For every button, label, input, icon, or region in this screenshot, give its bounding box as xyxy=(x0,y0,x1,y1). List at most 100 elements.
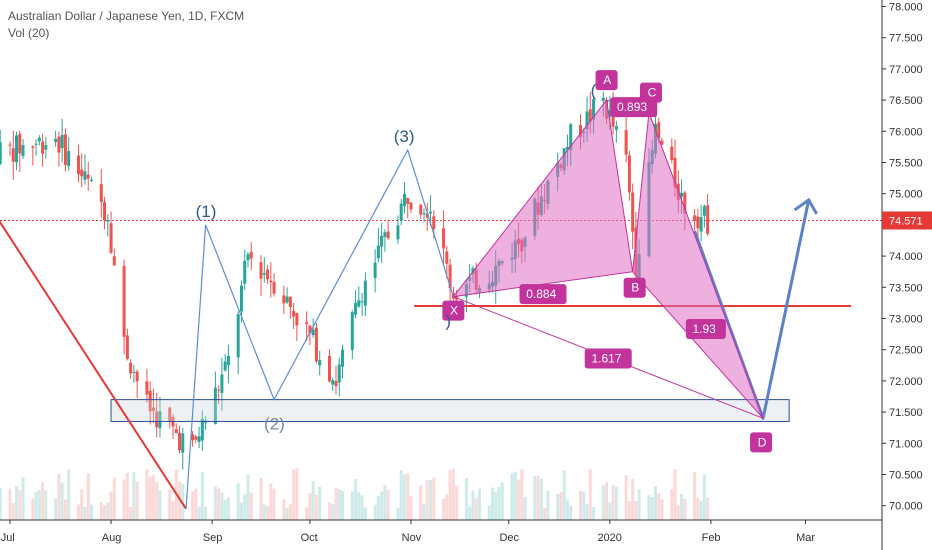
volume-bar xyxy=(239,502,243,520)
candle-body xyxy=(601,97,605,101)
ratio-xab-label: 0.884 xyxy=(526,287,556,301)
volume-bar xyxy=(158,490,162,520)
candle-body xyxy=(174,429,178,434)
volume-indicator-label[interactable]: Vol (20) xyxy=(8,26,50,40)
volume-bar xyxy=(129,506,133,520)
volume-bar xyxy=(386,490,390,520)
point-b-label-box xyxy=(623,277,646,298)
ratio-bcd-label: 1.93 xyxy=(692,322,716,336)
volume-bar xyxy=(354,478,358,520)
candle-body xyxy=(223,361,227,371)
candle-body xyxy=(565,146,569,150)
volume-bar xyxy=(448,470,452,520)
candle-body xyxy=(409,202,413,210)
price-tick-label: 71.500 xyxy=(889,407,923,419)
candle-body xyxy=(44,145,48,150)
volume-bar xyxy=(109,491,113,520)
wave-3-label: (3) xyxy=(394,127,415,146)
candle-body xyxy=(588,109,592,122)
candle-body xyxy=(168,407,172,422)
candle-body xyxy=(151,407,155,411)
volume-bar xyxy=(341,490,345,520)
candle-body xyxy=(380,235,384,247)
volume-bar xyxy=(178,481,182,520)
candle-body xyxy=(217,389,221,391)
volume-bar xyxy=(559,492,563,520)
candle-body xyxy=(158,411,162,429)
volume-bar xyxy=(76,504,80,520)
candle-body xyxy=(445,251,449,264)
volume-bar xyxy=(360,495,364,520)
candle-body xyxy=(86,174,90,179)
candle-body xyxy=(399,203,403,221)
symbol-title[interactable]: Australian Dollar / Japanese Yen, 1D, FX… xyxy=(8,9,245,23)
price-tick-label: 74.000 xyxy=(889,251,923,263)
price-tick-label: 77.500 xyxy=(889,33,923,45)
price-tick-label: 73.000 xyxy=(889,314,923,326)
wave-open-paren-label: ( xyxy=(591,81,597,100)
candle-body xyxy=(194,436,198,440)
candle-body xyxy=(429,211,433,214)
candle-body xyxy=(145,381,149,395)
candle-body xyxy=(425,213,429,218)
volume-bar xyxy=(383,485,387,520)
volume-bar xyxy=(396,507,400,520)
volume-bar xyxy=(243,494,247,520)
volume-bar xyxy=(588,469,592,520)
volume-bar xyxy=(660,499,664,520)
volume-bar xyxy=(106,502,110,520)
candle-body xyxy=(31,146,35,148)
candle-body xyxy=(341,349,345,367)
candle-body xyxy=(178,433,182,451)
volume-bar xyxy=(285,507,289,520)
candle-body xyxy=(83,171,87,180)
volume-bar xyxy=(406,473,410,520)
volume-bar xyxy=(699,500,703,520)
volume-bar xyxy=(451,468,455,520)
wave-1-label: (1) xyxy=(196,202,217,221)
demand-zone[interactable] xyxy=(110,399,790,422)
volume-bar xyxy=(647,495,651,520)
volume-bar xyxy=(145,469,149,520)
candle-body xyxy=(57,136,61,153)
candle-body xyxy=(125,335,129,359)
volume-bar xyxy=(455,485,459,520)
volume-bar xyxy=(419,485,423,520)
candle-body xyxy=(243,260,247,284)
candle-body xyxy=(148,390,152,412)
volume-bar xyxy=(223,499,227,520)
volume-bar xyxy=(168,489,172,520)
volume-bar xyxy=(63,499,67,520)
price-tick-label: 70.000 xyxy=(889,501,923,513)
volume-bar xyxy=(445,494,449,520)
volume-bar xyxy=(226,496,230,520)
volume-bar xyxy=(67,469,71,520)
volume-bar xyxy=(0,488,2,520)
candle-body xyxy=(37,137,41,142)
candle-body xyxy=(292,311,296,317)
drawing-labels[interactable]: X A B C D 0.893 0.884 1.93 1.617 (1) (2) (3) () xyxy=(196,70,773,453)
candle-body xyxy=(112,256,116,266)
candle-body xyxy=(702,206,706,216)
candle-body xyxy=(360,301,364,303)
candle-body xyxy=(269,280,273,283)
candle-body xyxy=(624,129,628,155)
candle-body xyxy=(680,192,684,197)
candle-body xyxy=(181,433,185,453)
volume-bar xyxy=(122,479,126,520)
volume-bar xyxy=(464,477,468,520)
xab-triangle xyxy=(452,98,634,298)
harmonic-pattern[interactable] xyxy=(452,98,764,419)
price-tick-label: 72.500 xyxy=(889,345,923,357)
candle-body xyxy=(135,371,139,382)
candle-body xyxy=(706,205,710,234)
volume-bar xyxy=(112,477,116,520)
candle-body xyxy=(63,134,67,165)
candle-body xyxy=(592,99,596,120)
candle-body xyxy=(386,231,390,239)
volume-bar xyxy=(60,482,64,520)
volume-bar xyxy=(314,494,318,520)
volume-bar xyxy=(585,504,589,520)
time-tick-label: 2020 xyxy=(597,532,621,544)
